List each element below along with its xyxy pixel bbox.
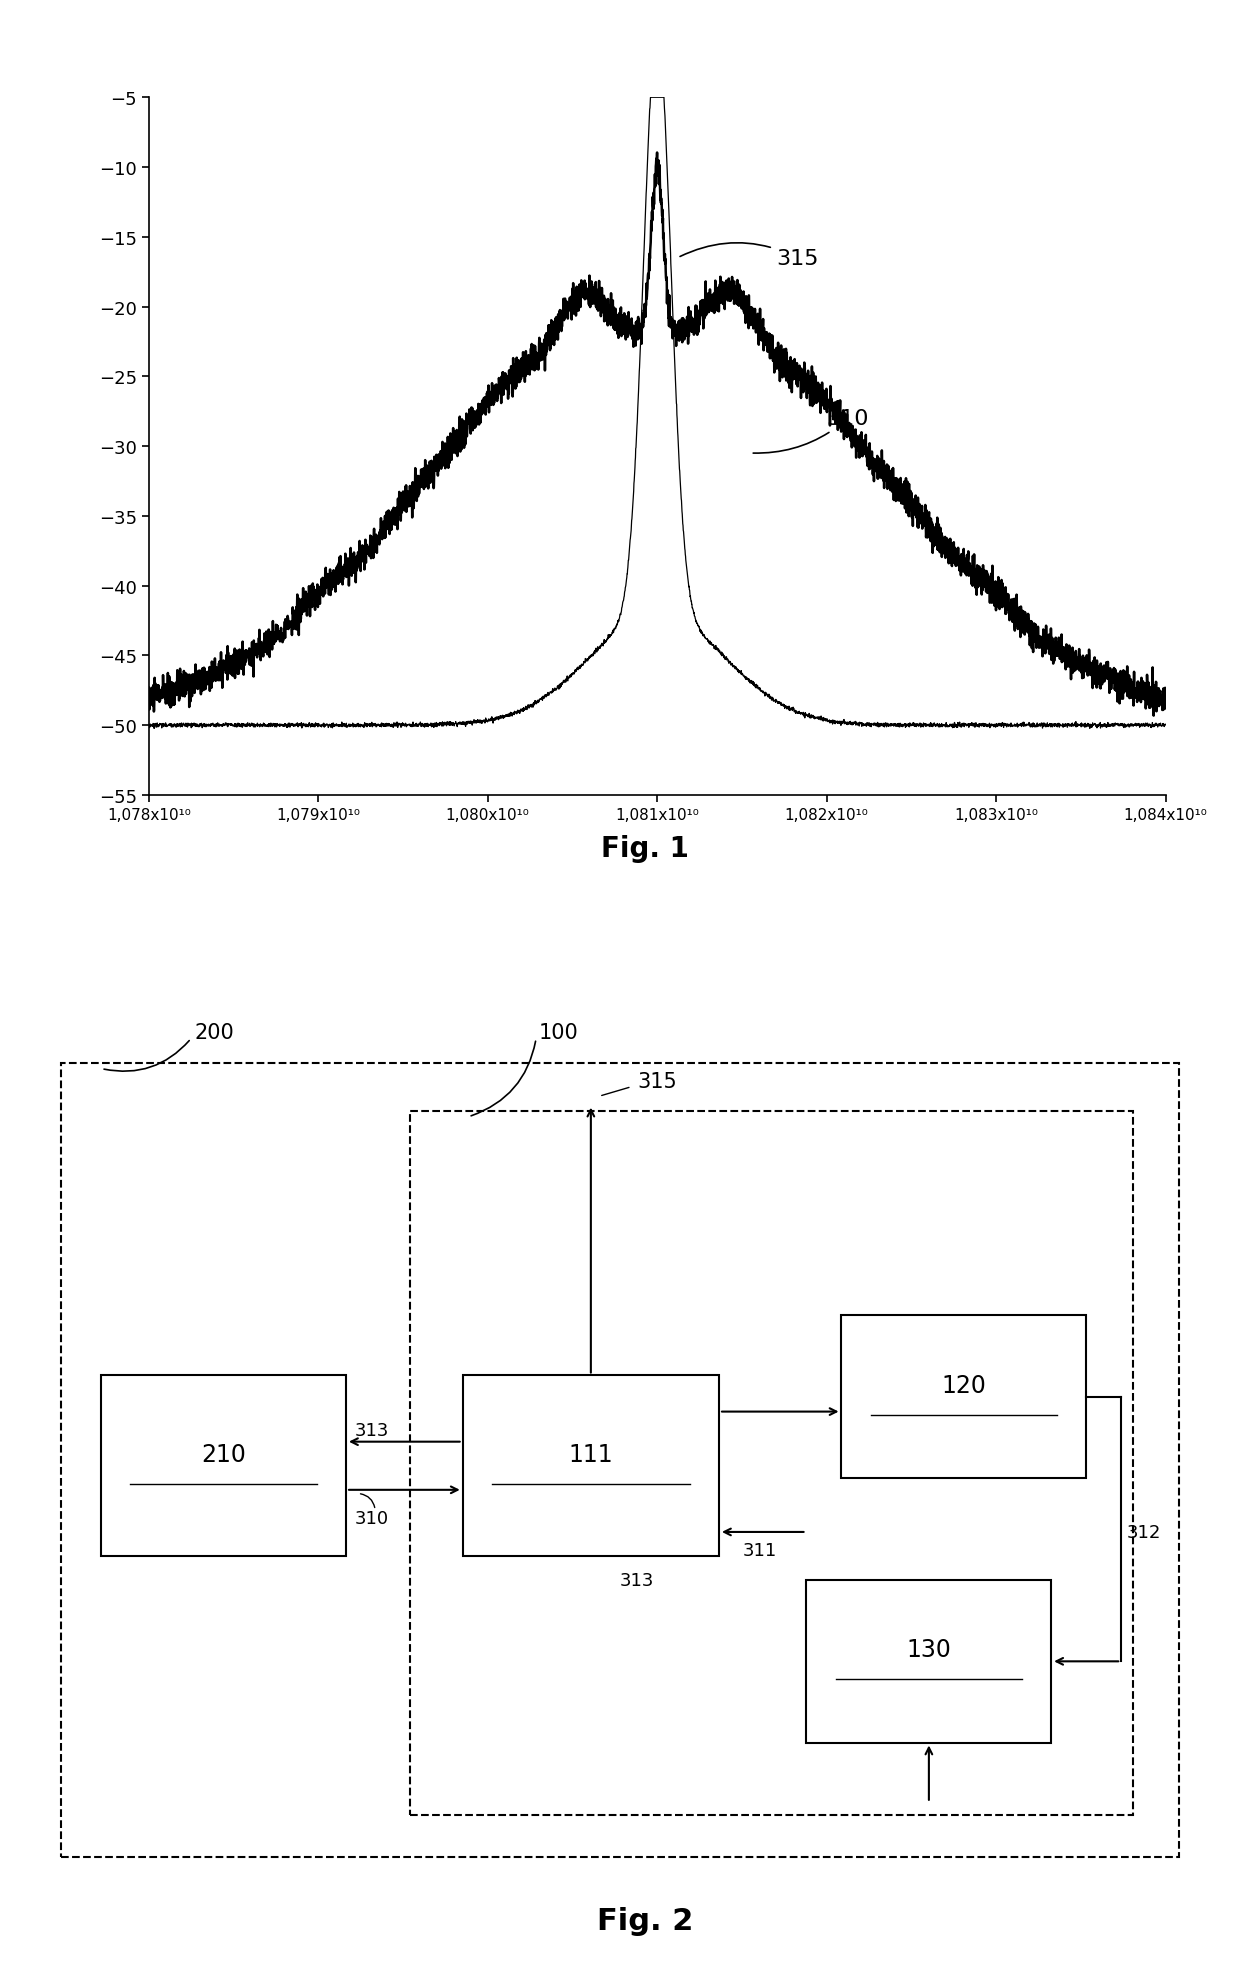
Text: 310: 310 xyxy=(355,1508,388,1526)
Text: 315: 315 xyxy=(680,244,818,269)
Text: 111: 111 xyxy=(569,1442,613,1465)
Text: 210: 210 xyxy=(201,1442,246,1465)
Text: 120: 120 xyxy=(941,1373,986,1396)
Text: 130: 130 xyxy=(906,1638,951,1662)
Bar xyxy=(463,1375,719,1555)
Text: Fig. 1: Fig. 1 xyxy=(601,835,688,862)
Text: 312: 312 xyxy=(1127,1524,1162,1542)
Bar xyxy=(102,1375,346,1555)
Text: Fig. 2: Fig. 2 xyxy=(596,1905,693,1935)
Text: 100: 100 xyxy=(538,1023,578,1043)
Text: 313: 313 xyxy=(355,1420,388,1440)
Bar xyxy=(842,1316,1086,1479)
Text: 200: 200 xyxy=(195,1023,234,1043)
Bar xyxy=(806,1581,1052,1742)
Text: 315: 315 xyxy=(637,1070,677,1092)
Text: 310: 310 xyxy=(753,409,869,454)
Text: 313: 313 xyxy=(620,1571,655,1589)
Text: 311: 311 xyxy=(743,1542,776,1559)
